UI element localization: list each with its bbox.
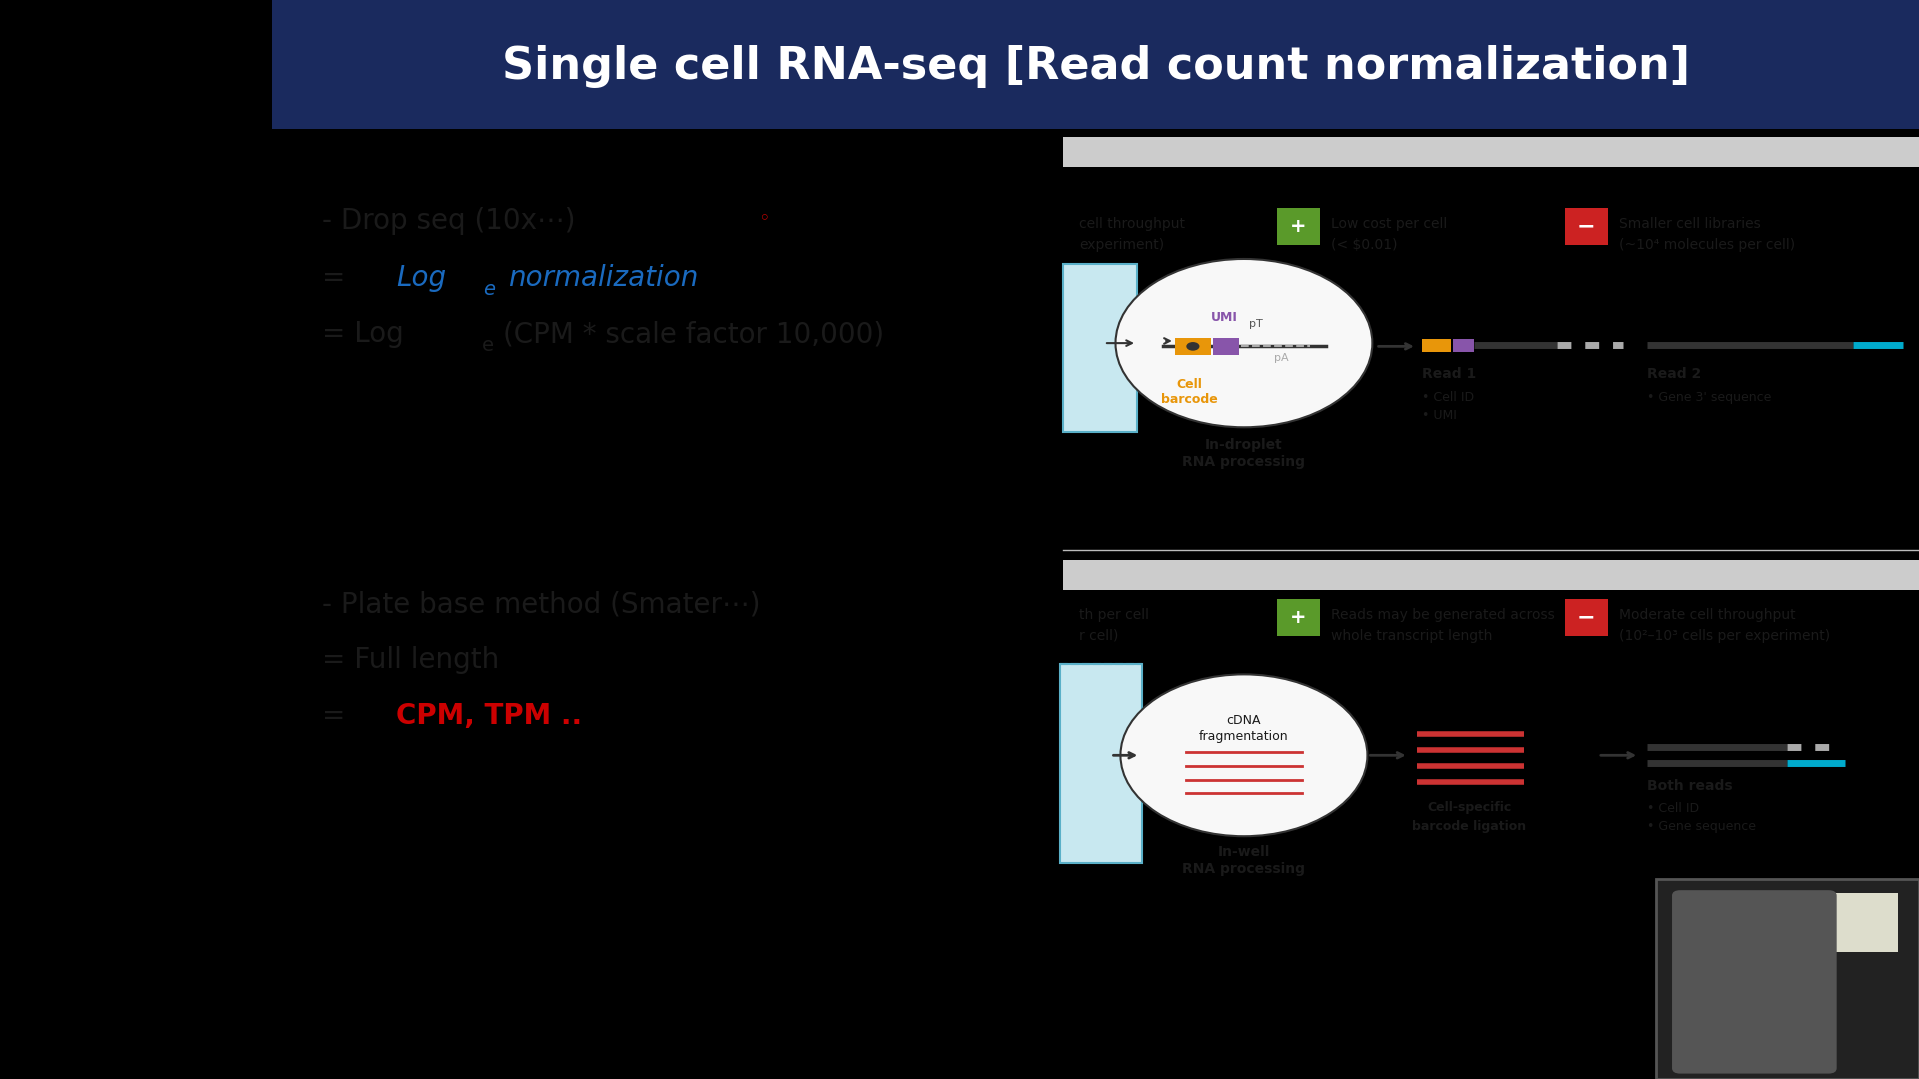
FancyBboxPatch shape [1422, 339, 1451, 352]
FancyBboxPatch shape [1825, 893, 1898, 952]
FancyBboxPatch shape [1276, 599, 1320, 636]
Text: Cell
barcode: Cell barcode [1161, 378, 1219, 406]
FancyBboxPatch shape [1656, 879, 1919, 1079]
Text: experiment): experiment) [1078, 238, 1165, 251]
FancyBboxPatch shape [1063, 560, 1919, 590]
Text: pT: pT [1249, 318, 1263, 329]
Text: +: + [1290, 607, 1307, 627]
FancyBboxPatch shape [1063, 264, 1136, 432]
Text: - Drop seq (10x⋯): - Drop seq (10x⋯) [322, 207, 583, 235]
FancyBboxPatch shape [1174, 338, 1211, 355]
Text: e: e [482, 336, 493, 355]
Text: (~10⁴ molecules per cell): (~10⁴ molecules per cell) [1620, 238, 1796, 251]
Text: Cell-specific: Cell-specific [1428, 801, 1512, 814]
Text: −: − [1577, 217, 1597, 236]
Text: • UMI: • UMI [1422, 409, 1457, 422]
FancyBboxPatch shape [1059, 664, 1142, 863]
Text: Low cost per cell: Low cost per cell [1332, 218, 1447, 231]
FancyBboxPatch shape [1213, 338, 1240, 355]
FancyBboxPatch shape [1453, 339, 1474, 352]
Text: = Log: = Log [322, 320, 403, 349]
Text: = Full length: = Full length [322, 646, 499, 674]
Text: whole transcript length: whole transcript length [1332, 629, 1493, 642]
Text: • Gene sequence: • Gene sequence [1647, 820, 1756, 833]
Text: (CPM * scale factor 10,000): (CPM * scale factor 10,000) [503, 320, 885, 349]
Text: =: = [322, 264, 355, 292]
Text: Log: Log [395, 264, 445, 292]
Text: ◦: ◦ [758, 209, 770, 229]
Text: • Gene 3' sequence: • Gene 3' sequence [1647, 391, 1771, 404]
Text: cDNA
fragmentation: cDNA fragmentation [1199, 714, 1290, 742]
Text: Both reads: Both reads [1647, 779, 1733, 793]
Text: • Cell ID: • Cell ID [1647, 802, 1700, 815]
Text: th per cell: th per cell [1078, 609, 1149, 622]
Text: UMI: UMI [1211, 311, 1238, 324]
Text: In-droplet
RNA processing: In-droplet RNA processing [1182, 438, 1305, 469]
Text: Reads may be generated across: Reads may be generated across [1332, 609, 1554, 622]
Text: Moderate cell throughput: Moderate cell throughput [1620, 609, 1796, 622]
Text: CPM, TPM ..: CPM, TPM .. [395, 702, 581, 730]
Text: =: = [322, 702, 355, 730]
Text: (10²–10³ cells per experiment): (10²–10³ cells per experiment) [1620, 629, 1831, 642]
Text: Read 1: Read 1 [1422, 367, 1476, 381]
Text: In-well
RNA processing: In-well RNA processing [1182, 845, 1305, 876]
Text: Read 2: Read 2 [1647, 367, 1702, 381]
Text: • Cell ID: • Cell ID [1422, 391, 1474, 404]
FancyBboxPatch shape [272, 0, 1919, 129]
Text: r cell): r cell) [1078, 629, 1119, 642]
Text: barcode ligation: barcode ligation [1412, 820, 1528, 833]
Circle shape [1115, 259, 1372, 427]
FancyBboxPatch shape [1566, 599, 1608, 636]
Text: e: e [484, 279, 495, 299]
FancyBboxPatch shape [1276, 208, 1320, 245]
Text: Single cell RNA-seq [Read count normalization]: Single cell RNA-seq [Read count normaliz… [501, 45, 1691, 88]
Circle shape [1121, 674, 1368, 836]
Text: −: − [1577, 607, 1597, 627]
Text: pA: pA [1274, 353, 1288, 364]
Text: (< $0.01): (< $0.01) [1332, 238, 1397, 251]
Text: +: + [1290, 217, 1307, 236]
FancyBboxPatch shape [1063, 137, 1919, 167]
Text: - Plate base method (Smater⋯): - Plate base method (Smater⋯) [322, 590, 760, 618]
FancyBboxPatch shape [1566, 208, 1608, 245]
Text: Smaller cell libraries: Smaller cell libraries [1620, 218, 1762, 231]
Text: cell throughput: cell throughput [1078, 218, 1186, 231]
Text: normalization: normalization [509, 264, 699, 292]
FancyBboxPatch shape [1671, 890, 1836, 1074]
Circle shape [1186, 342, 1199, 351]
